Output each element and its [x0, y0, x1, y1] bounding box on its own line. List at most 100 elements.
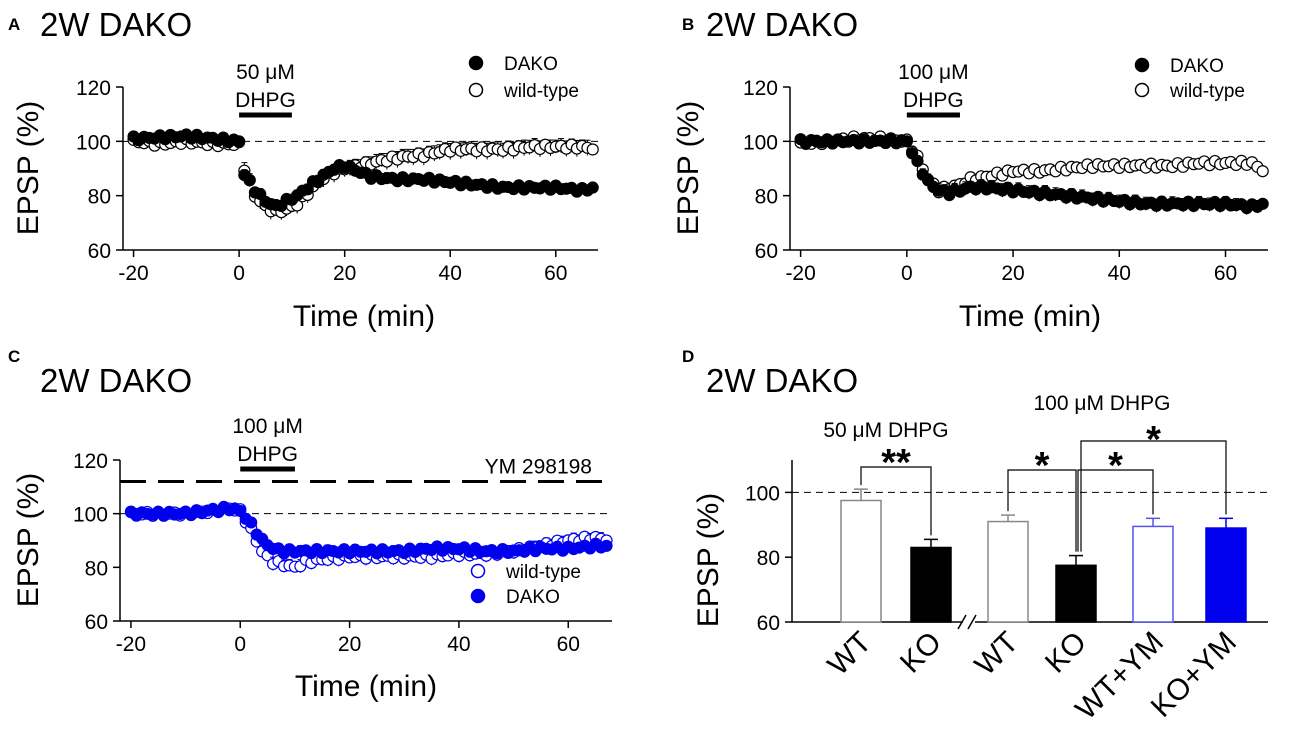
series-dako [794, 133, 1269, 215]
axis-break-mark [967, 614, 977, 630]
x-tick-label: -20 [785, 262, 815, 285]
plot-b: 60 80 100 120 -20 0 20 40 60 Time (min) EPSP (%) 10… [672, 56, 1269, 333]
panel-label-b: B [682, 15, 694, 34]
significance-marker: * [1146, 419, 1161, 461]
legend-label: DAKO [1170, 56, 1224, 77]
category-label: WT [969, 626, 1025, 682]
y-axis-label: EPSP (%) [672, 101, 705, 236]
x-tick-label: 60 [1214, 262, 1237, 285]
y-tick-label: 80 [85, 557, 108, 580]
significance-bracket [1077, 469, 1154, 552]
legend-label: DAKO [506, 587, 560, 608]
y-tick-label: 60 [755, 240, 778, 263]
x-axis-label: Time (min) [293, 300, 435, 333]
bar-wt [840, 499, 882, 623]
panel-label-c: C [8, 347, 20, 366]
legend-marker [1134, 57, 1150, 73]
panel-title-c: 2W DAKO [40, 362, 192, 399]
drug-name-label: DHPG [237, 443, 298, 466]
significance-marker: * [1108, 445, 1123, 487]
legend-marker [468, 82, 484, 98]
legend-label: wild-type [503, 81, 579, 102]
data-point-wild-type [1256, 165, 1269, 178]
series-dako [127, 128, 599, 213]
panel-title-a: 2W DAKO [40, 6, 192, 43]
data-point-dako [245, 516, 258, 529]
series-dako [124, 500, 613, 560]
data-point-dako [911, 155, 924, 168]
drug-name-label: DHPG [235, 89, 296, 112]
drug-concentration-label: 50 μM [236, 61, 295, 84]
panel-title-b: 2W DAKO [706, 6, 858, 43]
x-tick-label: 60 [557, 633, 580, 656]
y-tick-label: 60 [88, 240, 111, 263]
group-label-100um: 100 μM DHPG [1034, 392, 1171, 415]
bar-wt [987, 520, 1029, 623]
y-tick-label: 100 [745, 482, 780, 505]
legend-marker [470, 563, 486, 579]
data-point-dako [900, 135, 913, 148]
significance-bracket [1007, 469, 1077, 552]
y-tick-label: 100 [76, 131, 111, 154]
group-label-50um: 50 μM DHPG [823, 419, 948, 442]
significance-marker: * [1035, 445, 1050, 487]
significance-bracket [860, 466, 932, 536]
x-tick-label: 60 [544, 262, 567, 285]
y-tick-label: 60 [85, 611, 108, 634]
x-tick-label: 40 [439, 262, 462, 285]
panel-label-d: D [682, 347, 694, 366]
x-axis-label: Time (min) [959, 300, 1101, 333]
data-point-dako [243, 174, 256, 187]
legend-label: wild-type [1169, 81, 1245, 102]
y-tick-label: 100 [743, 131, 778, 154]
y-tick-label: 80 [88, 186, 111, 209]
y-tick-label: 60 [757, 612, 780, 635]
x-tick-label: 40 [447, 633, 470, 656]
significance-bracket [1080, 440, 1227, 552]
x-axis-label: Time (min) [295, 670, 437, 703]
panel-title-d: 2W DAKO [706, 362, 858, 399]
x-tick-label: 20 [1001, 262, 1024, 285]
x-tick-label: -20 [118, 262, 148, 285]
legend-label: DAKO [504, 54, 558, 75]
significance-marker: ** [881, 442, 911, 484]
panel-c: C 2W DAKO 60 80 100 120 -20 0 20 40 60 Time (min)… [8, 347, 613, 703]
data-point-wild-type [586, 143, 599, 156]
y-tick-label: 120 [73, 450, 108, 473]
category-label: KO [1039, 626, 1093, 680]
category-label: KO [894, 626, 948, 680]
bar-ko [910, 546, 952, 623]
x-tick-label: 40 [1108, 262, 1131, 285]
bar-wt-ym [1132, 525, 1174, 623]
data-point-dako [233, 135, 246, 148]
x-tick-label: 0 [234, 633, 246, 656]
x-tick-label: 20 [333, 262, 356, 285]
legend-marker [468, 55, 484, 71]
x-tick-label: -20 [116, 633, 146, 656]
y-tick-label: 80 [757, 547, 780, 570]
axis-break-mark [957, 614, 967, 630]
y-tick-label: 120 [76, 77, 111, 100]
y-axis-label: EPSP (%) [692, 493, 725, 628]
bar-ko [1055, 564, 1097, 623]
category-label: WT [822, 626, 878, 682]
drug-concentration-label: 100 μM [232, 415, 302, 438]
data-point-dako [586, 181, 599, 194]
x-tick-label: 20 [338, 633, 361, 656]
y-axis-label: EPSP (%) [12, 101, 45, 236]
x-tick-label: 0 [233, 262, 245, 285]
drug-name-label: DHPG [903, 89, 964, 112]
y-tick-label: 80 [755, 186, 778, 209]
panel-a: A 2W DAKO 60 80 100 120 -20 0 20 40 60 Time (min)… [8, 6, 599, 333]
bar-ko-ym [1205, 527, 1247, 623]
plot-a: 60 80 100 120 -20 0 20 40 60 Time (min) EPSP (%) 50… [12, 54, 599, 333]
y-tick-label: 100 [73, 504, 108, 527]
legend-marker [1134, 82, 1150, 98]
antagonist-label: YM 298198 [485, 455, 592, 478]
drug-concentration-label: 100 μM [898, 61, 968, 84]
panel-b: B 2W DAKO 60 80 100 120 -20 0 20 40 60 Time (min)… [672, 6, 1269, 333]
panel-label-a: A [8, 15, 20, 34]
